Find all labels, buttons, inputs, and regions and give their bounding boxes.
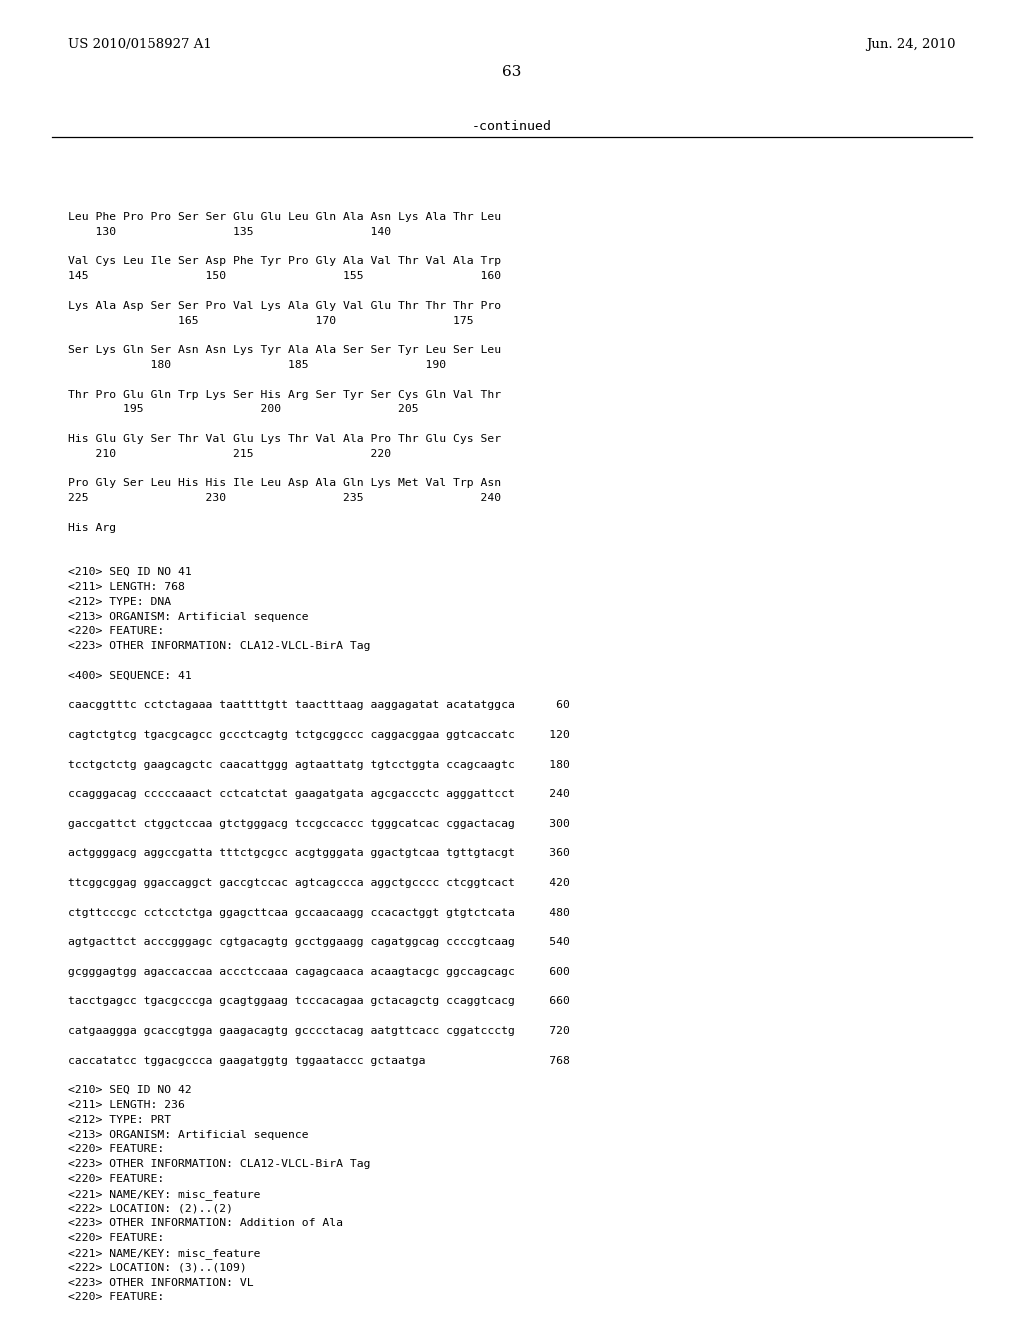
Text: <221> NAME/KEY: misc_feature: <221> NAME/KEY: misc_feature xyxy=(68,1247,260,1259)
Text: <223> OTHER INFORMATION: CLA12-VLCL-BirA Tag: <223> OTHER INFORMATION: CLA12-VLCL-BirA… xyxy=(68,1159,371,1170)
Text: tacctgagcc tgacgcccga gcagtggaag tcccacagaa gctacagctg ccaggtcacg     660: tacctgagcc tgacgcccga gcagtggaag tcccaca… xyxy=(68,997,570,1006)
Text: <223> OTHER INFORMATION: CLA12-VLCL-BirA Tag: <223> OTHER INFORMATION: CLA12-VLCL-BirA… xyxy=(68,642,371,651)
Text: 225                 230                 235                 240: 225 230 235 240 xyxy=(68,494,501,503)
Text: <220> FEATURE:: <220> FEATURE: xyxy=(68,1292,164,1303)
Text: <220> FEATURE:: <220> FEATURE: xyxy=(68,627,164,636)
Text: <220> FEATURE:: <220> FEATURE: xyxy=(68,1173,164,1184)
Text: Jun. 24, 2010: Jun. 24, 2010 xyxy=(866,38,956,51)
Text: caccatatcc tggacgccca gaagatggtg tggaataccc gctaatga                  768: caccatatcc tggacgccca gaagatggtg tggaata… xyxy=(68,1056,570,1065)
Text: cagtctgtcg tgacgcagcc gccctcagtg tctgcggccc caggacggaa ggtcaccatc     120: cagtctgtcg tgacgcagcc gccctcagtg tctgcgg… xyxy=(68,730,570,741)
Text: actggggacg aggccgatta tttctgcgcc acgtgggata ggactgtcaa tgttgtacgt     360: actggggacg aggccgatta tttctgcgcc acgtggg… xyxy=(68,849,570,858)
Text: Lys Ala Asp Ser Ser Pro Val Lys Ala Gly Val Glu Thr Thr Thr Pro: Lys Ala Asp Ser Ser Pro Val Lys Ala Gly … xyxy=(68,301,501,310)
Text: 195                 200                 205: 195 200 205 xyxy=(68,404,419,414)
Text: <400> SEQUENCE: 41: <400> SEQUENCE: 41 xyxy=(68,671,191,681)
Text: <211> LENGTH: 236: <211> LENGTH: 236 xyxy=(68,1100,185,1110)
Text: Val Cys Leu Ile Ser Asp Phe Tyr Pro Gly Ala Val Thr Val Ala Trp: Val Cys Leu Ile Ser Asp Phe Tyr Pro Gly … xyxy=(68,256,501,267)
Text: <220> FEATURE:: <220> FEATURE: xyxy=(68,1233,164,1243)
Text: <222> LOCATION: (2)..(2): <222> LOCATION: (2)..(2) xyxy=(68,1204,233,1213)
Text: ttcggcggag ggaccaggct gaccgtccac agtcagccca aggctgcccc ctcggtcact     420: ttcggcggag ggaccaggct gaccgtccac agtcagc… xyxy=(68,878,570,888)
Text: <210> SEQ ID NO 42: <210> SEQ ID NO 42 xyxy=(68,1085,191,1096)
Text: US 2010/0158927 A1: US 2010/0158927 A1 xyxy=(68,38,212,51)
Text: 210                 215                 220: 210 215 220 xyxy=(68,449,391,459)
Text: gcgggagtgg agaccaccaa accctccaaa cagagcaaca acaagtacgc ggccagcagc     600: gcgggagtgg agaccaccaa accctccaaa cagagca… xyxy=(68,966,570,977)
Text: His Arg: His Arg xyxy=(68,523,116,533)
Text: His Glu Gly Ser Thr Val Glu Lys Thr Val Ala Pro Thr Glu Cys Ser: His Glu Gly Ser Thr Val Glu Lys Thr Val … xyxy=(68,434,501,444)
Text: <223> OTHER INFORMATION: VL: <223> OTHER INFORMATION: VL xyxy=(68,1278,254,1287)
Text: <210> SEQ ID NO 41: <210> SEQ ID NO 41 xyxy=(68,568,191,577)
Text: caacggtttc cctctagaaa taattttgtt taactttaag aaggagatat acatatggca      60: caacggtttc cctctagaaa taattttgtt taacttt… xyxy=(68,701,570,710)
Text: -continued: -continued xyxy=(472,120,552,133)
Text: tcctgctctg gaagcagctc caacattggg agtaattatg tgtcctggta ccagcaagtc     180: tcctgctctg gaagcagctc caacattggg agtaatt… xyxy=(68,759,570,770)
Text: 165                 170                 175: 165 170 175 xyxy=(68,315,474,326)
Text: 180                 185                 190: 180 185 190 xyxy=(68,360,446,370)
Text: Ser Lys Gln Ser Asn Asn Lys Tyr Ala Ala Ser Ser Tyr Leu Ser Leu: Ser Lys Gln Ser Asn Asn Lys Tyr Ala Ala … xyxy=(68,346,501,355)
Text: <223> OTHER INFORMATION: Addition of Ala: <223> OTHER INFORMATION: Addition of Ala xyxy=(68,1218,343,1229)
Text: ctgttcccgc cctcctctga ggagcttcaa gccaacaagg ccacactggt gtgtctcata     480: ctgttcccgc cctcctctga ggagcttcaa gccaaca… xyxy=(68,908,570,917)
Text: <213> ORGANISM: Artificial sequence: <213> ORGANISM: Artificial sequence xyxy=(68,611,308,622)
Text: Thr Pro Glu Gln Trp Lys Ser His Arg Ser Tyr Ser Cys Gln Val Thr: Thr Pro Glu Gln Trp Lys Ser His Arg Ser … xyxy=(68,389,501,400)
Text: Pro Gly Ser Leu His His Ile Leu Asp Ala Gln Lys Met Val Trp Asn: Pro Gly Ser Leu His His Ile Leu Asp Ala … xyxy=(68,478,501,488)
Text: <220> FEATURE:: <220> FEATURE: xyxy=(68,1144,164,1155)
Text: ccagggacag cccccaaact cctcatctat gaagatgata agcgaccctc agggattcct     240: ccagggacag cccccaaact cctcatctat gaagatg… xyxy=(68,789,570,799)
Text: <221> NAME/KEY: misc_feature: <221> NAME/KEY: misc_feature xyxy=(68,1189,260,1200)
Text: <222> LOCATION: (3)..(109): <222> LOCATION: (3)..(109) xyxy=(68,1263,247,1272)
Text: <213> ORGANISM: Artificial sequence: <213> ORGANISM: Artificial sequence xyxy=(68,1130,308,1139)
Text: 145                 150                 155                 160: 145 150 155 160 xyxy=(68,271,501,281)
Text: catgaaggga gcaccgtgga gaagacagtg gcccctacag aatgttcacc cggatccctg     720: catgaaggga gcaccgtgga gaagacagtg gccccta… xyxy=(68,1026,570,1036)
Text: <212> TYPE: DNA: <212> TYPE: DNA xyxy=(68,597,171,607)
Text: <211> LENGTH: 768: <211> LENGTH: 768 xyxy=(68,582,185,591)
Text: Leu Phe Pro Pro Ser Ser Glu Glu Leu Gln Ala Asn Lys Ala Thr Leu: Leu Phe Pro Pro Ser Ser Glu Glu Leu Gln … xyxy=(68,213,501,222)
Text: 130                 135                 140: 130 135 140 xyxy=(68,227,391,236)
Text: agtgacttct acccgggagc cgtgacagtg gcctggaagg cagatggcag ccccgtcaag     540: agtgacttct acccgggagc cgtgacagtg gcctgga… xyxy=(68,937,570,948)
Text: gaccgattct ctggctccaa gtctgggacg tccgccaccc tgggcatcac cggactacag     300: gaccgattct ctggctccaa gtctgggacg tccgcca… xyxy=(68,818,570,829)
Text: <212> TYPE: PRT: <212> TYPE: PRT xyxy=(68,1115,171,1125)
Text: 63: 63 xyxy=(503,65,521,79)
